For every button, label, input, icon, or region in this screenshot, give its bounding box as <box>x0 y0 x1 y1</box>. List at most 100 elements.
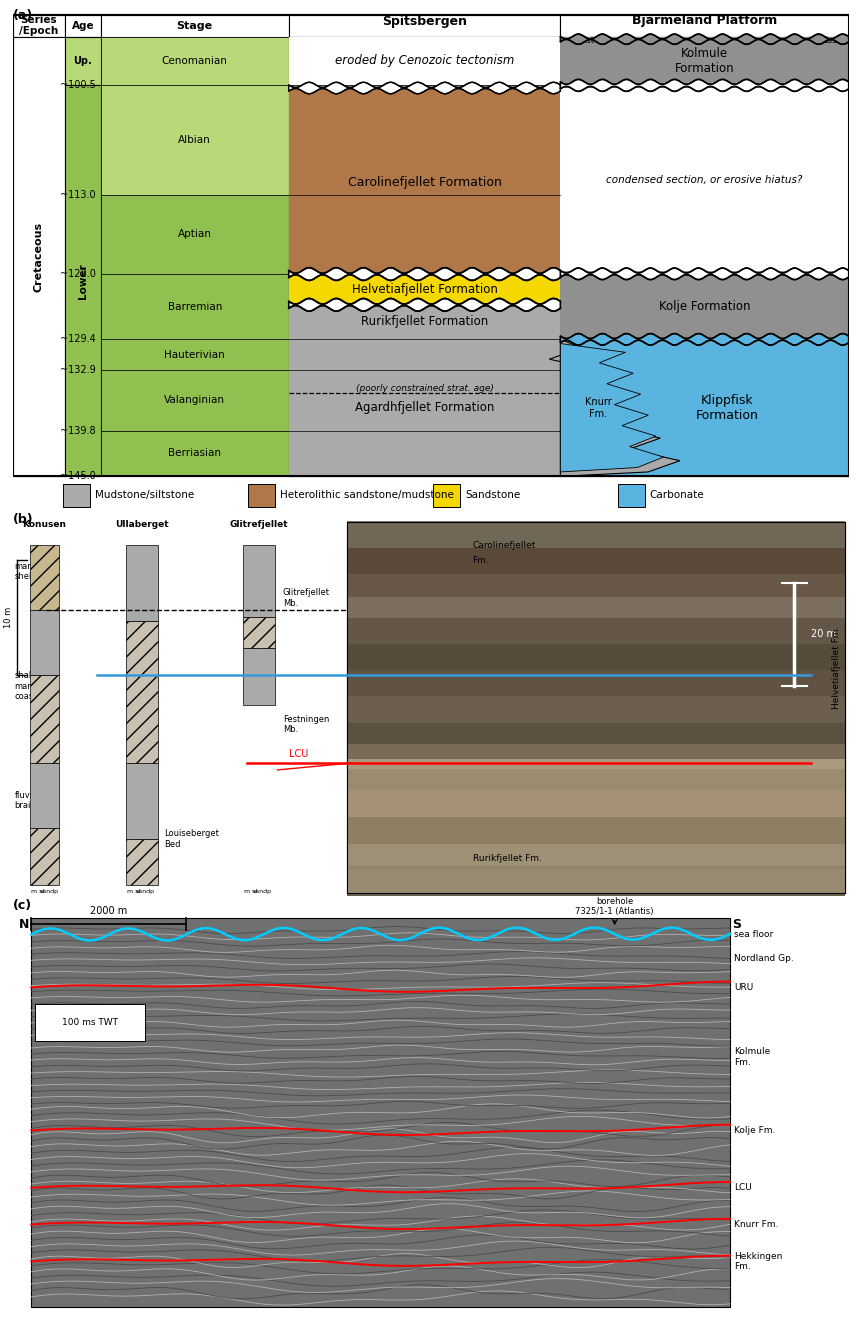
Text: m sl: m sl <box>244 890 257 895</box>
Text: 10 m: 10 m <box>4 607 13 628</box>
Text: Mudstone/siltstone: Mudstone/siltstone <box>95 490 195 501</box>
Bar <box>13 37 65 477</box>
Bar <box>29 762 59 827</box>
Bar <box>242 544 275 618</box>
Text: Sandstone: Sandstone <box>465 490 520 501</box>
Polygon shape <box>560 268 849 280</box>
Text: Albian: Albian <box>178 135 211 145</box>
Text: sand: sand <box>253 890 268 895</box>
Text: Rurikfjellet Formation: Rurikfjellet Formation <box>361 316 488 328</box>
Text: m sl: m sl <box>31 890 44 895</box>
Bar <box>347 522 844 892</box>
Text: Age: Age <box>72 21 94 31</box>
Bar <box>126 839 158 884</box>
Bar <box>347 521 844 548</box>
Text: Kolmule
Formation: Kolmule Formation <box>675 46 734 74</box>
Bar <box>29 610 59 675</box>
Text: condensed section, or erosive hiatus?: condensed section, or erosive hiatus? <box>606 174 803 185</box>
Bar <box>100 37 288 85</box>
Text: ~122.0: ~122.0 <box>60 270 96 279</box>
Text: Carolinefjellet: Carolinefjellet <box>473 540 536 550</box>
Text: Kolje Formation: Kolje Formation <box>659 300 750 313</box>
Bar <box>29 827 59 884</box>
Text: (c): (c) <box>13 899 32 912</box>
Text: East: East <box>821 36 840 45</box>
Bar <box>347 643 844 671</box>
Text: Berriasian: Berriasian <box>168 449 221 458</box>
Bar <box>347 669 844 696</box>
Text: Knurr Fm.: Knurr Fm. <box>734 1220 779 1230</box>
Bar <box>65 85 100 477</box>
Text: Helvetiafjellet Formation: Helvetiafjellet Formation <box>352 283 497 296</box>
Bar <box>617 483 644 507</box>
Bar <box>347 817 844 843</box>
Text: marine
shelf: marine shelf <box>15 562 44 582</box>
Text: Series
/Epoch: Series /Epoch <box>19 15 59 36</box>
Bar <box>100 339 288 371</box>
Text: Up.: Up. <box>74 56 92 66</box>
Bar <box>126 675 158 762</box>
Bar <box>560 271 849 343</box>
Bar <box>63 483 90 507</box>
Text: Konusen: Konusen <box>23 519 67 529</box>
Bar <box>347 591 844 619</box>
Text: p: p <box>53 890 57 895</box>
Text: Aptian: Aptian <box>178 230 211 239</box>
Text: Bjarmeland Platform: Bjarmeland Platform <box>632 15 777 28</box>
Polygon shape <box>549 339 680 477</box>
Bar <box>249 483 275 507</box>
Polygon shape <box>288 299 560 311</box>
Bar <box>31 918 730 1307</box>
Text: Glitrefjellet
Mb.: Glitrefjellet Mb. <box>283 588 330 608</box>
Bar <box>126 762 158 839</box>
Bar <box>100 430 288 477</box>
Text: sand: sand <box>40 890 55 895</box>
Bar <box>560 15 849 37</box>
Text: Knurr
Fm.: Knurr Fm. <box>585 397 611 418</box>
Text: Lower: Lower <box>78 263 87 299</box>
Bar <box>29 544 59 610</box>
Text: Heterolithic sandstone/mudstone: Heterolithic sandstone/mudstone <box>280 490 454 501</box>
Bar <box>347 741 844 769</box>
Bar <box>100 274 288 339</box>
Bar <box>433 483 460 507</box>
Text: p: p <box>266 890 270 895</box>
Bar <box>347 762 844 790</box>
Bar <box>347 522 844 758</box>
Bar <box>347 758 844 892</box>
Text: N: N <box>19 918 29 931</box>
Text: Barremian: Barremian <box>167 301 222 312</box>
Polygon shape <box>288 82 560 94</box>
Bar <box>288 274 560 305</box>
Text: (b): (b) <box>13 513 34 526</box>
Bar <box>242 618 275 648</box>
Text: sea floor: sea floor <box>734 930 773 939</box>
Text: m sl: m sl <box>127 890 140 895</box>
Bar <box>347 522 844 892</box>
Text: Agardhfjellet Formation: Agardhfjellet Formation <box>355 401 494 414</box>
Bar <box>126 622 158 675</box>
Text: 100 ms TWT: 100 ms TWT <box>61 1017 118 1027</box>
Text: LCU: LCU <box>288 749 308 758</box>
Text: Ullaberget: Ullaberget <box>115 519 169 529</box>
Bar <box>347 789 844 817</box>
Bar <box>560 343 849 477</box>
Bar <box>288 339 560 477</box>
Text: ~145.0: ~145.0 <box>60 471 96 481</box>
Text: Fm.: Fm. <box>473 556 489 564</box>
Text: Spitsbergen: Spitsbergen <box>382 15 467 28</box>
Text: ~113.0: ~113.0 <box>60 190 96 201</box>
Bar <box>100 85 288 195</box>
Text: Festningen
Mb.: Festningen Mb. <box>283 714 329 734</box>
Bar <box>347 616 844 644</box>
Bar <box>347 838 844 866</box>
Bar <box>347 696 844 722</box>
Bar <box>560 89 849 274</box>
Bar <box>126 544 158 622</box>
Bar <box>347 869 844 896</box>
Text: 2000 m: 2000 m <box>90 906 127 916</box>
Text: Klippfisk
Formation: Klippfisk Formation <box>696 393 759 422</box>
Bar <box>347 547 844 575</box>
Bar <box>288 37 560 477</box>
Bar <box>100 195 288 274</box>
